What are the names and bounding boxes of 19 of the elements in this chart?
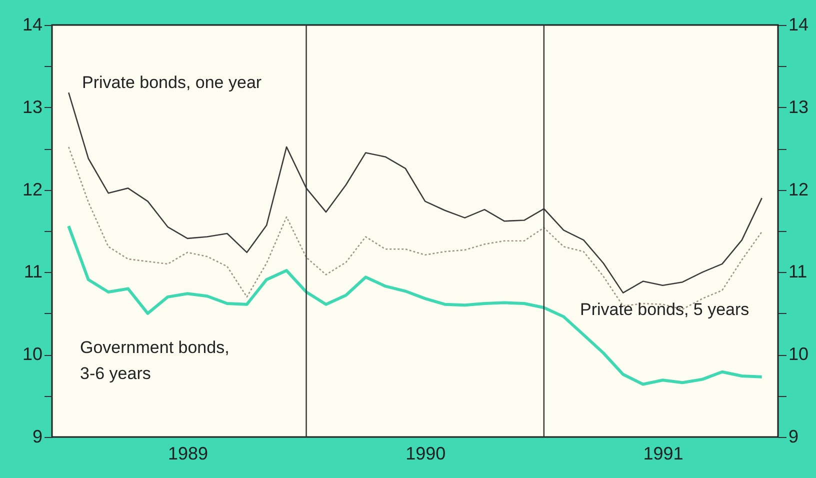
y2-tick-label: 12 (788, 179, 809, 200)
y2-tick-label: 14 (788, 14, 809, 34)
x-tick-label: 1990 (406, 444, 446, 464)
x-tick-label: 1989 (168, 444, 208, 464)
y-tick-label: 12 (22, 179, 42, 200)
y-tick-label: 10 (22, 344, 42, 364)
line-series (67, 224, 764, 386)
y2-tick-label: 10 (788, 344, 809, 364)
x-tick-label: 1991 (643, 444, 684, 464)
text: Government bonds, 3-6 years (80, 338, 230, 383)
y-tick-label: 13 (22, 96, 42, 117)
series-label: Private bonds, one year (82, 73, 262, 92)
y-tick-label: 14 (22, 14, 42, 34)
y-tick-label: 11 (24, 262, 42, 282)
y-tick-label: 9 (32, 426, 42, 446)
series-label: Private bonds, 5 years (580, 300, 750, 319)
y2-tick-label: 11 (788, 262, 808, 282)
y2-tick-label: 9 (788, 426, 799, 446)
y2-tick-label: 13 (788, 96, 809, 117)
